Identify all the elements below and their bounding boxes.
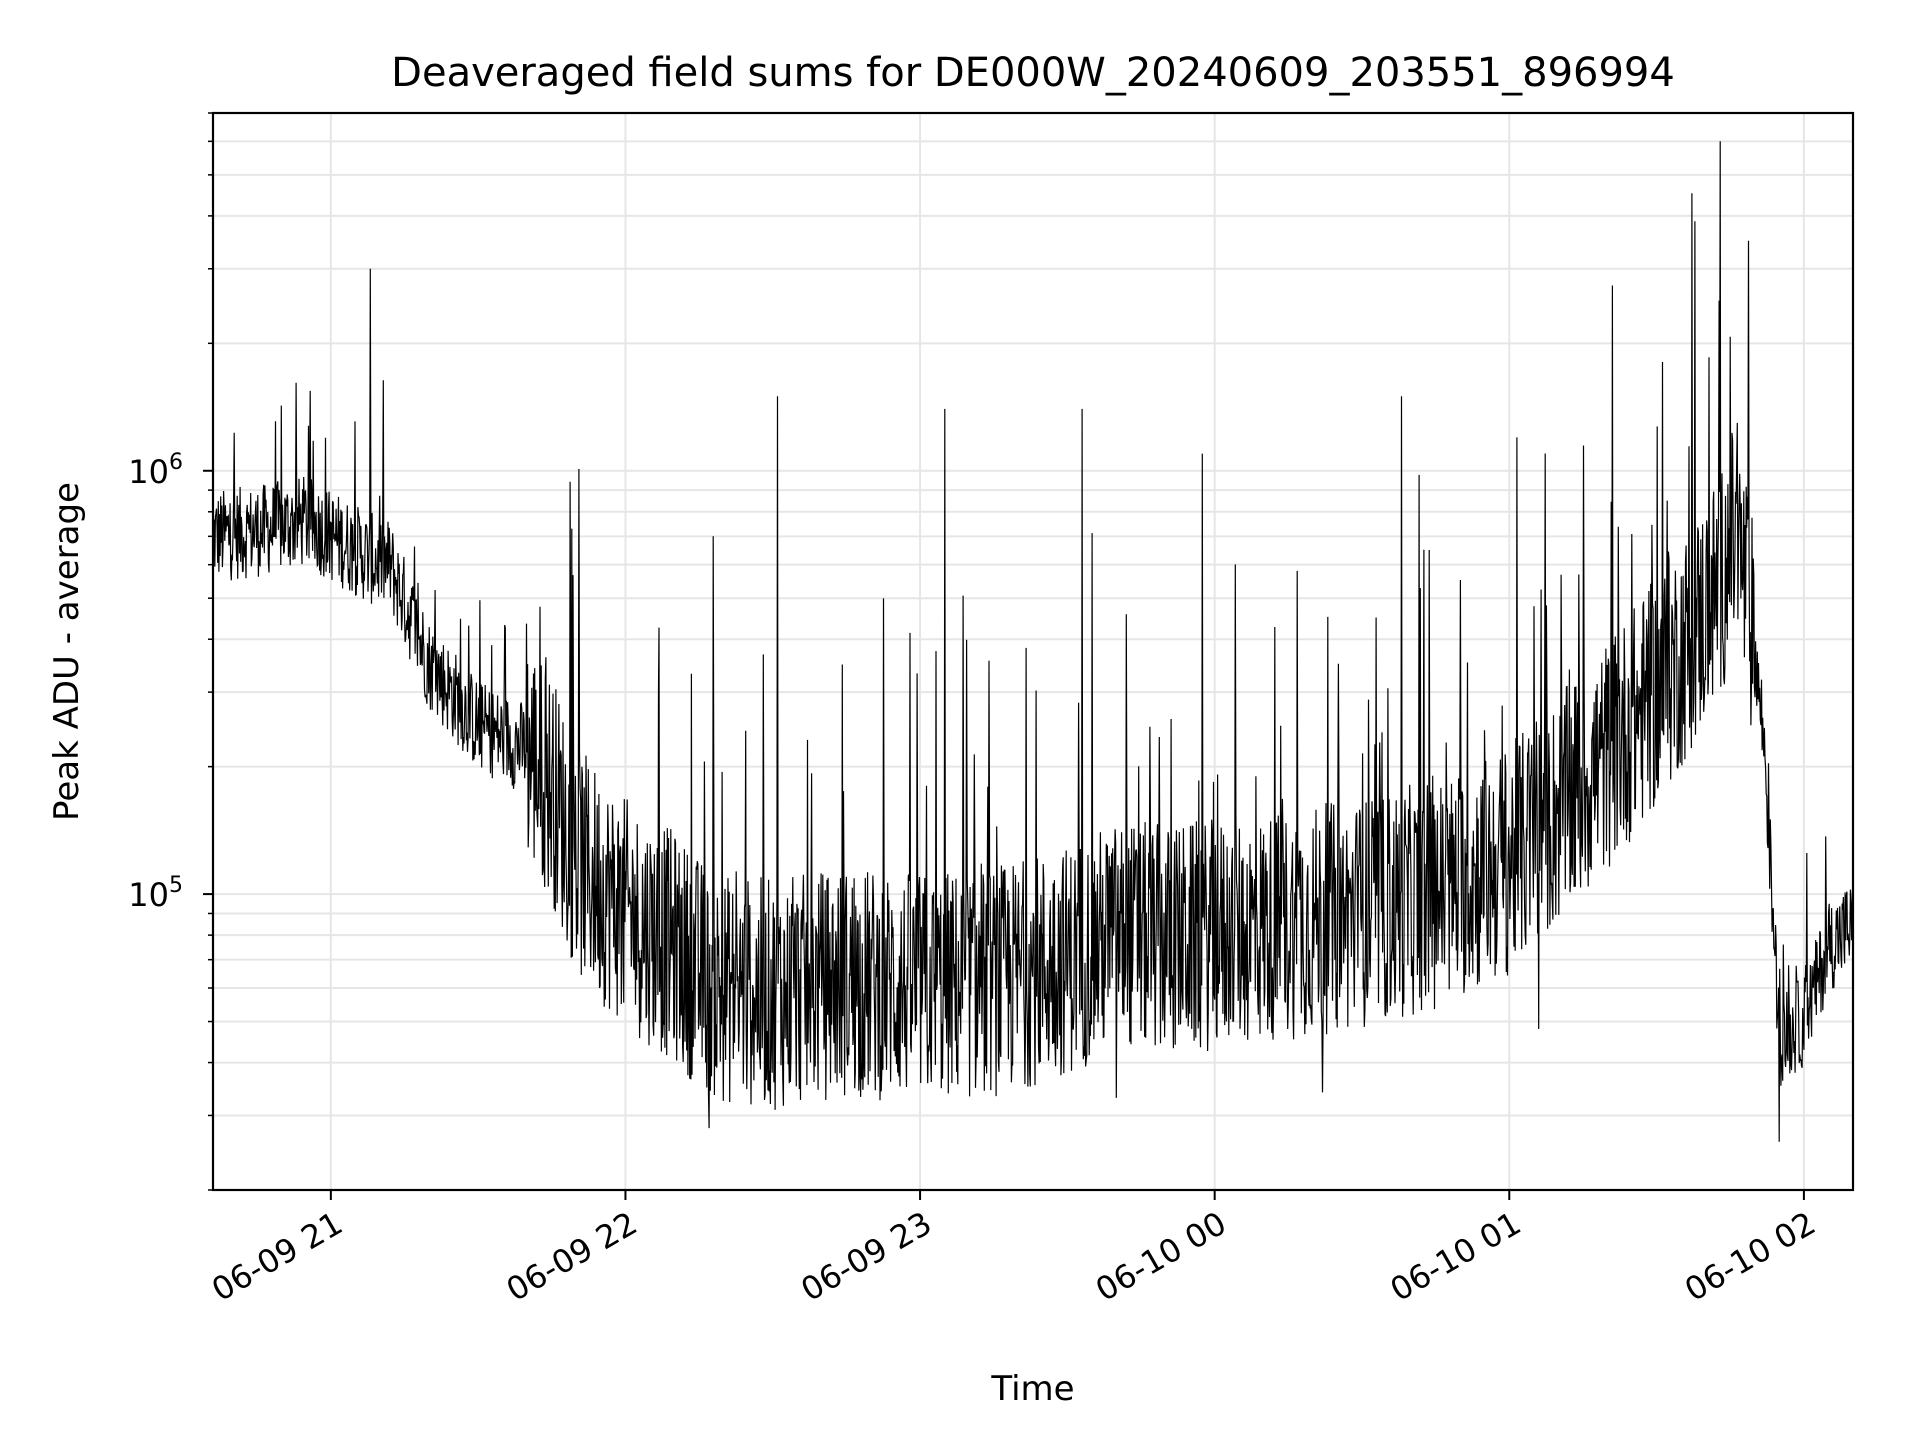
y-tick-label: 106 xyxy=(128,450,183,491)
y-axis-label: Peak ADU - average xyxy=(47,482,87,821)
x-axis-label: Time xyxy=(990,1369,1074,1409)
chart-title: Deaveraged field sums for DE000W_2024060… xyxy=(391,50,1675,96)
line-layer xyxy=(212,141,1854,1142)
series-line xyxy=(212,141,1854,1142)
plot-frame xyxy=(211,111,1855,1192)
y-tick-label: 105 xyxy=(128,873,183,914)
